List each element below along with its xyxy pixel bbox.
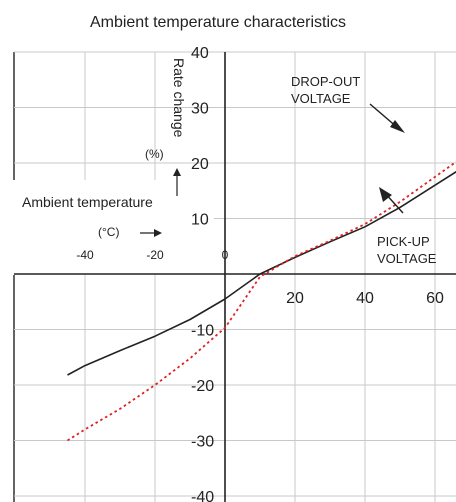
series-pick-up-voltage [67,170,456,376]
y-tick-label: -10 [191,323,214,340]
chart-title: Ambient temperature characteristics [90,14,346,31]
drop-out-label-line2: VOLTAGE [291,91,351,106]
x-tick-label: -40 [76,248,94,262]
drop-out-label-line1: DROP-OUT [291,74,360,89]
series-layer [67,160,456,442]
x-tick-label: 20 [286,290,304,307]
y-tick-label: -40 [191,489,214,502]
pick-up-label-line2: VOLTAGE [377,251,437,266]
y-tick-label: 20 [191,156,209,173]
pick-up-label-line1: PICK-UP [377,234,430,249]
x-tick-label: 60 [426,290,444,307]
x-tick-label: 40 [356,290,374,307]
x-tick-label: 0 [222,248,229,262]
x-tick-label: -20 [146,248,164,262]
y-tick-label: 40 [191,45,209,62]
y-tick-label: -20 [191,378,214,395]
horizontal-gridlines [14,51,456,497]
x-axis-label: Ambient temperature [22,194,153,210]
x-tick-labels: -40-20020406080 [76,248,444,307]
y-tick-labels: 40 30 20 10 -10 -20 -30 -40 [191,45,214,502]
y-tick-label: 30 [191,101,209,118]
y-tick-label: 10 [191,212,209,229]
y-axis-arrow-head [173,168,181,176]
y-tick-label: -30 [191,434,214,451]
y-axis-label: Rate change [171,58,187,138]
drop-out-pointer-head [390,120,405,133]
axis-label-backdrop-inner [14,200,214,262]
y-axis-unit: (%) [145,147,164,161]
pick-up-pointer-head [379,187,392,202]
vertical-gridlines [13,52,436,502]
x-axis-unit: (°C) [98,225,119,239]
x-axis-arrow-head [154,229,162,237]
